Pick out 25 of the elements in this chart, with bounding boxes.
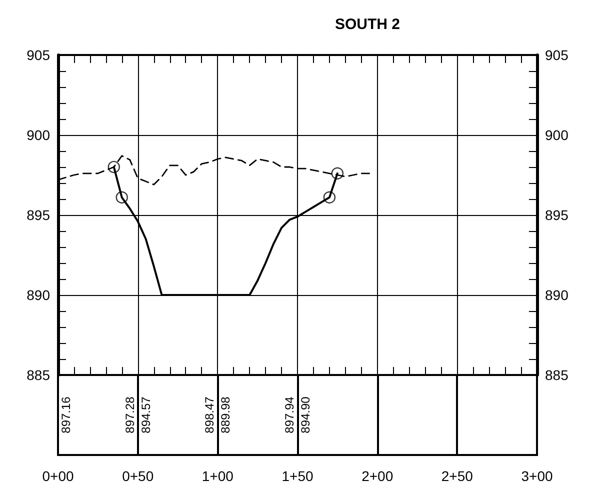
text: 894.57	[138, 396, 153, 434]
y-tick-label: 885	[26, 367, 50, 383]
y2-tick-label: 895	[545, 207, 569, 223]
y-tick-label: 890	[26, 287, 50, 303]
x-tick-label: 0+00	[42, 468, 74, 484]
x-tick-label: 2+00	[362, 468, 394, 484]
text: 897.94	[282, 396, 296, 434]
y-tick-label: 895	[26, 207, 50, 223]
x-tick-label: 1+00	[202, 468, 234, 484]
x-tick-label: 0+50	[122, 468, 154, 484]
y-tick-label: 900	[26, 127, 50, 143]
x-tick-label: 3+00	[521, 468, 553, 484]
y2-tick-label: 885	[545, 367, 569, 383]
text: 894.90	[298, 396, 312, 434]
y-tick-label: 905	[26, 47, 50, 63]
chart-title: SOUTH 2	[335, 16, 400, 33]
y2-tick-label: 900	[545, 127, 569, 143]
x-tick-label: 2+50	[441, 468, 474, 484]
text: 897.28	[122, 396, 137, 434]
text: 898.47	[202, 396, 217, 434]
y2-tick-label: 890	[545, 287, 569, 303]
text: 897.16	[59, 396, 73, 434]
text: 889.98	[218, 396, 233, 434]
x-tick-label: 1+50	[282, 468, 314, 484]
y2-tick-label: 905	[545, 47, 569, 63]
